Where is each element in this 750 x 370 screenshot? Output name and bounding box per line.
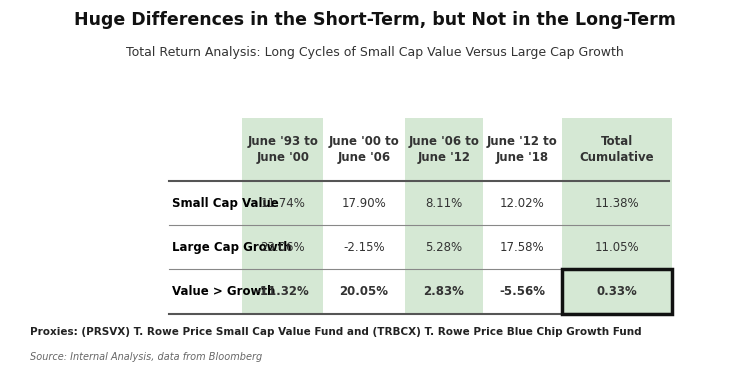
- Text: Total Return Analysis: Long Cycles of Small Cap Value Versus Large Cap Growth: Total Return Analysis: Long Cycles of Sm…: [126, 46, 624, 59]
- Bar: [405, 118, 483, 314]
- Text: -2.15%: -2.15%: [344, 241, 385, 254]
- Text: Source: Internal Analysis, data from Bloomberg: Source: Internal Analysis, data from Blo…: [30, 352, 262, 362]
- Text: 17.58%: 17.58%: [500, 241, 544, 254]
- Text: -5.56%: -5.56%: [500, 285, 545, 298]
- Bar: [242, 118, 323, 314]
- Text: Value > Growth: Value > Growth: [172, 285, 275, 298]
- Bar: [562, 118, 672, 314]
- Text: 20.05%: 20.05%: [340, 285, 388, 298]
- Text: June '93 to
June '00: June '93 to June '00: [248, 135, 318, 164]
- Text: Small Cap Value: Small Cap Value: [172, 197, 279, 210]
- Text: 8.11%: 8.11%: [425, 197, 463, 210]
- Text: 0.33%: 0.33%: [596, 285, 638, 298]
- Text: Huge Differences in the Short-Term, but Not in the Long-Term: Huge Differences in the Short-Term, but …: [74, 11, 676, 29]
- Text: 11.38%: 11.38%: [595, 197, 639, 210]
- Text: June '06 to
June '12: June '06 to June '12: [409, 135, 479, 164]
- Text: 11.74%: 11.74%: [260, 197, 305, 210]
- Text: 17.90%: 17.90%: [342, 197, 386, 210]
- Text: Total
Cumulative: Total Cumulative: [580, 135, 654, 164]
- Text: 11.05%: 11.05%: [595, 241, 639, 254]
- Text: June '00 to
June '06: June '00 to June '06: [328, 135, 400, 164]
- Text: 5.28%: 5.28%: [425, 241, 463, 254]
- Text: 12.02%: 12.02%: [500, 197, 544, 210]
- Bar: [562, 269, 672, 314]
- Text: Large Cap Growth: Large Cap Growth: [172, 241, 292, 254]
- Text: 23.06%: 23.06%: [260, 241, 305, 254]
- Text: Proxies: (PRSVX) T. Rowe Price Small Cap Value Fund and (TRBCX) T. Rowe Price Bl: Proxies: (PRSVX) T. Rowe Price Small Cap…: [30, 327, 641, 337]
- Text: -11.32%: -11.32%: [256, 285, 310, 298]
- Text: 2.83%: 2.83%: [424, 285, 464, 298]
- Text: June '12 to
June '18: June '12 to June '18: [487, 135, 558, 164]
